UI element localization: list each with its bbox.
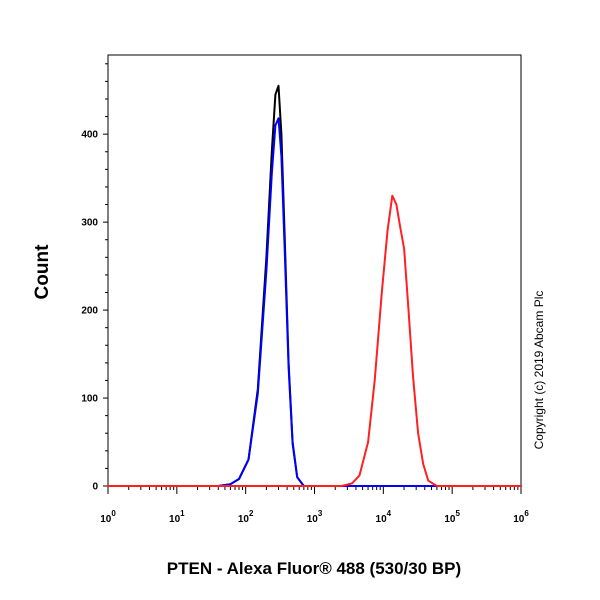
series-line-2 (107, 117, 522, 487)
y-tick-label: 400 (81, 130, 98, 141)
y-tick-label: 200 (81, 306, 98, 317)
x-tick-label: 101 (169, 509, 185, 525)
y-tick-label: 300 (81, 218, 98, 229)
x-tick-label: 104 (376, 509, 392, 525)
series-line-1 (107, 84, 522, 487)
copyright-text: Copyright (c) 2019 Abcam Plc (532, 291, 546, 450)
x-axis: 100 101 102 103 104 105 106 (100, 486, 529, 525)
series-layer (107, 84, 522, 487)
x-axis-title: PTEN - Alexa Fluor® 488 (530/30 BP) (167, 559, 461, 578)
x-tick-label: 105 (444, 509, 460, 525)
x-tick-label: 102 (238, 509, 254, 525)
series-line-3 (107, 194, 522, 487)
y-tick-label: 0 (92, 482, 98, 493)
y-axis-title: Count (32, 244, 53, 300)
x-tick-label: 106 (513, 509, 529, 525)
x-tick-label: 100 (100, 509, 116, 525)
plot-area (107, 54, 522, 487)
y-axis: 0 100 200 300 400 (81, 63, 108, 493)
y-tick-label: 100 (81, 394, 98, 405)
x-tick-label: 103 (307, 509, 323, 525)
plot-frame (107, 54, 522, 487)
